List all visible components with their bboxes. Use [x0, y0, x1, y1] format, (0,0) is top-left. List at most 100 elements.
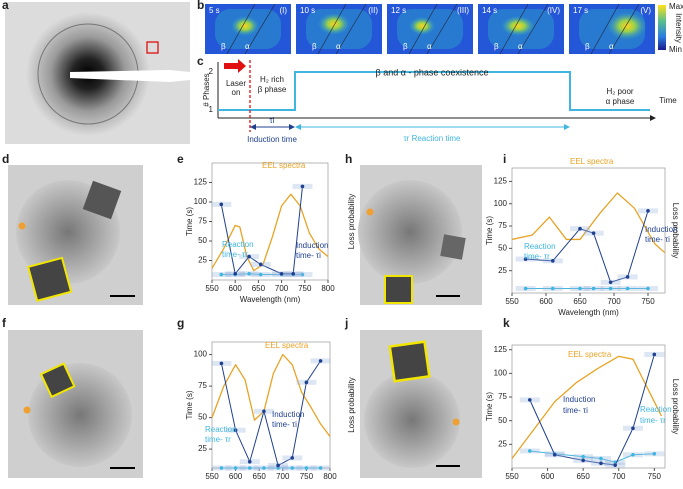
y-tick-label: 100 [194, 197, 208, 206]
x-tick-label: 600 [539, 297, 553, 306]
data-point [652, 352, 657, 357]
diffraction-image [5, 2, 190, 144]
frame-index: (V) [640, 6, 651, 15]
laser-label: Laser [226, 79, 246, 88]
phase-beta: β [403, 42, 408, 51]
annotation: Induction [296, 241, 328, 250]
y-axis-label: Time (s) [485, 392, 494, 421]
data-point [219, 202, 224, 207]
laser-label: on [232, 88, 241, 97]
panel-label: a [2, 0, 9, 12]
panel-label: g [177, 316, 184, 330]
y-tick-label: 50 [198, 413, 207, 422]
y-tick-label: 50 [498, 243, 507, 252]
y-tick-label: 125 [494, 345, 508, 354]
x-tick-label: 600 [541, 472, 555, 481]
frame-time: 12 s [391, 6, 406, 15]
y-axis-label: Time (s) [185, 207, 194, 236]
phase-alpha: α [518, 42, 523, 51]
data-point [258, 262, 263, 267]
data-point [291, 271, 296, 276]
data-point [290, 466, 295, 470]
x-tick-label: 650 [573, 297, 587, 306]
data-point [300, 184, 305, 189]
x-tick-label: 550 [205, 284, 219, 293]
x-tick-label: 700 [275, 284, 289, 293]
heatmap-blob [409, 17, 435, 35]
frame-index: (IV) [547, 6, 560, 15]
data-point [247, 466, 252, 470]
y-tick-label: 25 [198, 256, 207, 265]
phase-alpha: α [245, 42, 250, 51]
x-tick-label: 600 [229, 472, 243, 481]
y-tick-label: 75 [198, 217, 207, 226]
data-point [219, 361, 224, 366]
x-tick-label: 650 [252, 284, 266, 293]
annotation: time- τi [563, 406, 588, 415]
phase-beta: β [221, 42, 226, 51]
frame-time: 17 s [573, 6, 588, 15]
panel-label: h [345, 152, 352, 166]
y-tick-label: 25 [198, 444, 207, 453]
frame-index: (II) [368, 6, 378, 15]
y-axis-label: Time (s) [185, 390, 194, 419]
y-tick-label: 25 [498, 439, 507, 448]
tem-images [8, 165, 482, 478]
data-point [599, 461, 603, 466]
annotation: time- τr [524, 252, 550, 261]
y-tick-label: 100 [494, 199, 508, 208]
data-point [304, 380, 309, 385]
x-axis-label: Wavelength (nm) [558, 308, 619, 317]
data-point [578, 226, 582, 231]
grain-boundary [426, 3, 458, 55]
frame-index: (III) [457, 6, 469, 15]
x-tick-label: 550 [505, 297, 519, 306]
panel-label: i [503, 152, 506, 166]
y2-axis-label: Loss probability [671, 379, 680, 435]
phase-label: β and α - phase coexistence [376, 67, 489, 77]
panel-label: d [2, 152, 9, 166]
frame-time: 5 s [209, 6, 220, 15]
annotation: EEL spectra [570, 157, 614, 166]
annotation: Induction [563, 395, 595, 404]
x-tick-label: 700 [276, 472, 290, 481]
phase-label: α phase [606, 97, 635, 106]
annotation: EEL spectra [568, 350, 612, 359]
data-point [233, 271, 237, 276]
data-point [613, 463, 617, 467]
data-point [276, 463, 280, 468]
y-tick-label: 100 [194, 350, 208, 359]
y-axis-label: Time (s) [485, 216, 494, 245]
annotation: time- τr [205, 435, 231, 444]
colorbar-min: Min [669, 45, 682, 54]
x-tick-label: 750 [298, 284, 312, 293]
frame-index: (I) [279, 6, 287, 15]
grain-boundary [608, 3, 640, 55]
annotation: Reaction [640, 405, 672, 414]
annotation: Reaction [524, 242, 556, 251]
data-point [527, 398, 532, 402]
data-point [247, 254, 251, 259]
data-point [631, 426, 635, 431]
colorbar-max: Max [669, 2, 683, 11]
data-point [304, 466, 309, 470]
data-point [599, 456, 603, 461]
colorbar-title: Intensity [674, 13, 683, 43]
y2-axis-label: Loss probability [671, 203, 680, 259]
x-tick-label: 750 [300, 472, 314, 481]
frame-time: 14 s [482, 6, 497, 15]
data-point [591, 286, 596, 291]
data-point [581, 458, 585, 463]
heatmap-blob [607, 12, 647, 40]
x-axis-label: Wavelength (nm) [240, 295, 301, 304]
phase-alpha: α [336, 42, 341, 51]
data-point [578, 286, 582, 291]
y-tick-label: 25 [498, 266, 507, 275]
annotation: time- τi [272, 420, 297, 429]
data-point [318, 359, 323, 363]
annotation: Induction [645, 225, 677, 234]
annotation: time- τi [645, 235, 670, 244]
y-tick-label: 50 [198, 236, 207, 245]
data-point [608, 280, 613, 285]
